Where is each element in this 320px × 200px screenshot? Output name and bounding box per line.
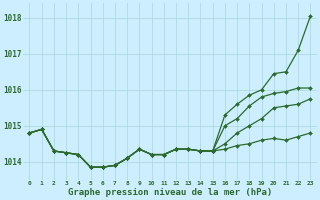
X-axis label: Graphe pression niveau de la mer (hPa): Graphe pression niveau de la mer (hPa) bbox=[68, 188, 272, 197]
